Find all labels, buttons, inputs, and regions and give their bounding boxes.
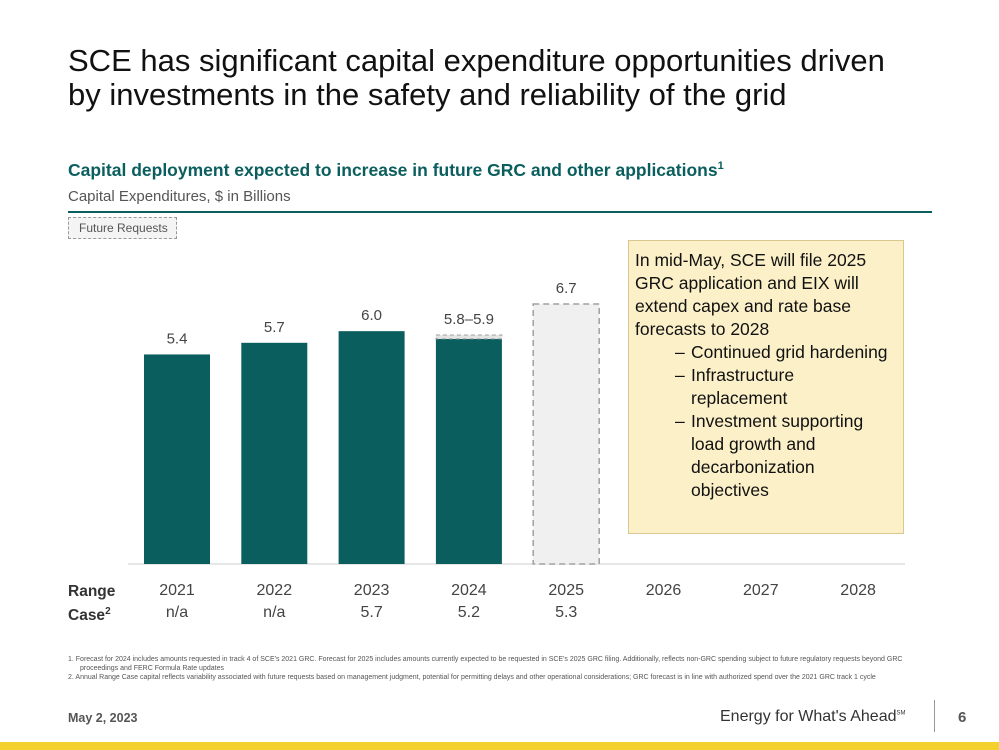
bar-range-segment-2024	[435, 334, 503, 340]
range-case-label-line1: Range	[68, 583, 116, 600]
footnote-1: 1. Forecast for 2024 includes amounts re…	[68, 656, 903, 672]
title-line-1: SCE has significant capital expenditure …	[68, 43, 885, 78]
x-tick-label-2028: 2028	[840, 582, 876, 599]
callout-item: Investment supporting load growth and de…	[635, 410, 893, 502]
x-tick-label-2026: 2026	[646, 582, 682, 599]
bar-2023	[338, 331, 405, 564]
range-case-value-2023: 5.7	[360, 604, 382, 621]
x-tick-label-2025: 2025	[548, 582, 584, 599]
footer-brand: Energy for What's AheadSM	[720, 708, 905, 726]
bar-2021	[144, 354, 210, 564]
footer-date: May 2, 2023	[68, 711, 138, 725]
bar-2022	[241, 342, 308, 564]
data-label-2021: 5.4	[167, 330, 188, 347]
x-tick-label-2024: 2024	[451, 582, 487, 599]
callout-intro: In mid-May, SCE will file 2025 GRC appli…	[635, 250, 867, 339]
subtitle-footnote-marker: 1	[717, 160, 724, 173]
data-label-2023: 6.0	[361, 307, 382, 324]
range-case-footnote-marker: 2	[105, 606, 111, 617]
brand-tagline: Energy for What's Ahead	[720, 708, 897, 725]
brand-service-mark: SM	[896, 710, 906, 717]
subtitle-text: Capital deployment expected to increase …	[68, 160, 718, 180]
page-title: SCE has significant capital expenditure …	[68, 44, 948, 112]
bottom-accent-bar	[0, 742, 999, 750]
legend-future-requests: Future Requests	[68, 217, 177, 239]
callout-box: In mid-May, SCE will file 2025 GRC appli…	[628, 240, 904, 534]
range-case-value-2025: 5.3	[555, 604, 577, 621]
capex-bar-chart: 5.4 2021 n/a 5.7 2022 n/a 6.0 2023 5.7 5.8–5.9 202…	[128, 280, 905, 621]
data-label-2024: 5.8–5.9	[444, 311, 494, 328]
footer-divider	[934, 700, 935, 732]
callout-list: Continued grid hardening Infrastructure …	[635, 341, 893, 502]
x-tick-label-2021: 2021	[159, 582, 195, 599]
bar-2024	[435, 338, 502, 564]
x-tick-label-2023: 2023	[354, 582, 390, 599]
range-case-label: Range Case2	[68, 582, 115, 626]
footnote-2: 2. Annual Range Case capital reflects va…	[68, 674, 876, 681]
callout-item: Infrastructure replacement	[635, 364, 893, 410]
range-case-value-2024: 5.2	[458, 604, 480, 621]
range-case-label-line2: Case	[68, 607, 106, 625]
units-label: Capital Expenditures, $ in Billions	[68, 188, 291, 205]
x-tick-label-2027: 2027	[743, 582, 779, 599]
bar-2025	[532, 303, 600, 565]
page-number: 6	[958, 709, 967, 726]
range-case-value-2022: n/a	[263, 604, 285, 621]
x-tick-label-2022: 2022	[257, 582, 293, 599]
footnotes: 1. Forecast for 2024 includes amounts re…	[68, 655, 928, 682]
title-line-2: by investments in the safety and reliabi…	[68, 77, 787, 112]
data-label-2022: 5.7	[264, 319, 285, 336]
header-rule	[68, 211, 932, 213]
chart-subtitle: Capital deployment expected to increase …	[68, 160, 724, 181]
range-case-value-2021: n/a	[166, 604, 188, 621]
data-label-2025: 6.7	[556, 280, 577, 297]
callout-item: Continued grid hardening	[635, 341, 893, 364]
